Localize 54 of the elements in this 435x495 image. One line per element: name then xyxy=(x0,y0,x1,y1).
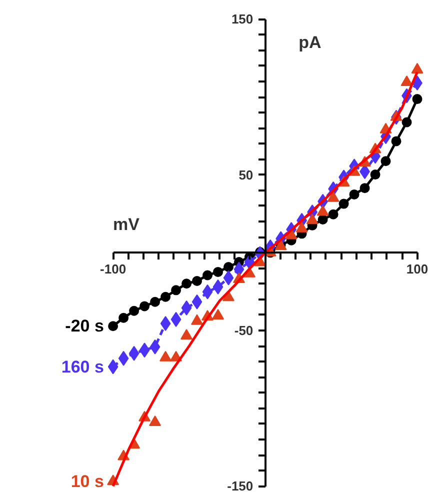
point xyxy=(140,301,150,312)
point xyxy=(316,205,329,216)
point xyxy=(128,346,140,361)
point xyxy=(380,156,391,166)
point xyxy=(360,183,370,194)
point xyxy=(391,136,402,146)
point xyxy=(223,262,234,272)
x-tick-label: -100 xyxy=(100,262,126,277)
point xyxy=(182,278,192,289)
y-tick-label: -150 xyxy=(227,478,254,494)
x-tick-label: 100 xyxy=(406,262,428,277)
point xyxy=(160,292,171,302)
point xyxy=(402,117,412,128)
series-label: 160 s xyxy=(61,357,104,376)
point xyxy=(139,342,150,358)
y-axis-title: pA xyxy=(298,32,322,52)
point xyxy=(160,350,172,362)
point xyxy=(306,214,318,224)
point xyxy=(223,270,234,286)
point xyxy=(118,350,129,366)
point xyxy=(327,191,340,202)
y-tick-label: -50 xyxy=(234,323,254,338)
point xyxy=(338,198,349,209)
point xyxy=(192,294,202,310)
point xyxy=(202,284,213,300)
series-label: -20 s xyxy=(65,316,104,336)
series-label: 10 s xyxy=(70,472,104,491)
y-tick-label: 50 xyxy=(238,167,254,182)
point xyxy=(192,276,202,286)
point xyxy=(370,170,380,180)
point xyxy=(170,312,182,327)
point xyxy=(202,270,213,280)
point xyxy=(412,94,422,104)
point xyxy=(328,209,338,220)
point xyxy=(108,321,118,332)
point xyxy=(181,300,192,316)
point xyxy=(150,339,160,354)
point xyxy=(296,222,308,232)
y-tick-label: 150 xyxy=(231,12,254,27)
point xyxy=(213,266,223,277)
point xyxy=(108,359,118,374)
point xyxy=(171,285,182,296)
point xyxy=(129,306,140,316)
point xyxy=(149,415,162,426)
x-axis-title: mV xyxy=(113,214,140,234)
point xyxy=(212,279,224,294)
point xyxy=(349,189,360,200)
point xyxy=(160,316,171,331)
point xyxy=(180,328,193,340)
point xyxy=(318,214,328,225)
point xyxy=(191,314,204,325)
point xyxy=(150,296,160,307)
point xyxy=(118,312,129,323)
point xyxy=(212,309,224,320)
